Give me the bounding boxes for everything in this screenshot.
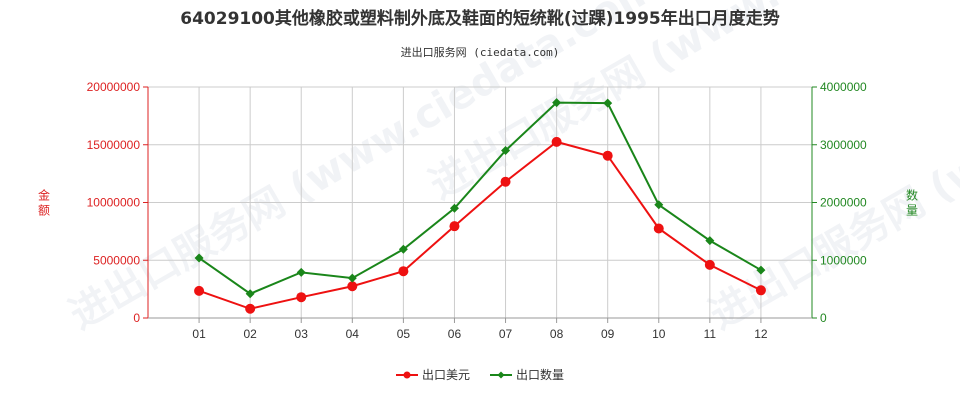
series-line (198, 140, 762, 310)
watermark-text: 进出口服务网 (www.ciedata.com) (702, 0, 960, 339)
left-tick-label: 15000000 (87, 138, 141, 152)
x-tick-label: 02 (243, 327, 257, 341)
data-point (398, 266, 409, 277)
data-point (755, 285, 766, 296)
left-axis-title: 金额 (38, 188, 50, 218)
x-tick-label: 04 (346, 327, 360, 341)
x-tick-label: 11 (704, 327, 717, 341)
series-export-quantity (194, 98, 766, 299)
right-tick-label: 4000000 (820, 80, 867, 94)
data-point (194, 285, 205, 296)
x-tick-label: 12 (754, 327, 768, 341)
data-point (347, 281, 358, 292)
data-point (245, 289, 255, 299)
right-tick-label: 3000000 (820, 138, 867, 152)
data-point (654, 200, 664, 210)
data-point (296, 292, 307, 303)
series-export-usd (194, 136, 766, 314)
left-tick-label: 5000000 (93, 253, 140, 267)
data-point (552, 98, 562, 108)
data-point (347, 273, 357, 283)
data-point (756, 265, 766, 275)
right-tick-label: 2000000 (820, 196, 867, 210)
x-tick-label: 05 (397, 327, 411, 341)
left-axis-ticks: 0 5000000 10000000 15000000 20000000 (87, 80, 148, 325)
chart-title: 64029100其他橡胶或塑料制外底及鞋面的短统靴(过踝)1995年出口月度走势 (180, 8, 779, 29)
grid (147, 86, 813, 319)
data-point (603, 98, 613, 108)
legend-label: 出口美元 (422, 368, 470, 382)
right-axis-title-char: 量 (906, 204, 918, 218)
watermark-text: 进出口服务网 (www.ciedata.com) (422, 0, 960, 209)
data-point (398, 244, 408, 254)
x-axis-ticks: 01 02 03 04 05 06 07 08 09 10 11 12 (192, 318, 768, 341)
right-axis-title-char: 数 (906, 188, 918, 203)
chart-subtitle: 进出口服务网 (ciedata.com) (401, 45, 560, 59)
legend-marker (497, 371, 505, 379)
x-tick-label: 09 (601, 327, 615, 341)
data-point (449, 221, 460, 232)
x-tick-label: 10 (652, 327, 666, 341)
data-point (501, 146, 511, 156)
legend-marker (403, 371, 411, 379)
data-point (245, 303, 256, 314)
left-tick-label: 10000000 (87, 196, 141, 210)
right-tick-label: 0 (820, 311, 827, 325)
data-point (602, 150, 613, 161)
left-axis-title-char: 金 (38, 188, 50, 203)
data-point (551, 136, 562, 147)
series-layer (194, 98, 766, 314)
left-tick-label: 20000000 (87, 80, 141, 94)
right-axis-ticks: 0 1000000 2000000 3000000 4000000 (812, 80, 867, 325)
right-tick-label: 1000000 (820, 253, 867, 267)
legend: 出口美元 出口数量 (396, 367, 564, 382)
data-point (449, 203, 459, 213)
x-tick-label: 01 (192, 327, 206, 341)
data-point (296, 267, 306, 277)
data-point (194, 253, 204, 263)
x-tick-label: 03 (295, 327, 309, 341)
left-tick-label: 0 (133, 311, 140, 325)
data-point (500, 176, 511, 187)
left-axis-title-char: 额 (38, 204, 50, 218)
series-line (198, 101, 762, 295)
data-point (705, 236, 715, 246)
legend-label: 出口数量 (516, 367, 564, 382)
right-axis-title: 数量 (906, 188, 918, 218)
x-tick-label: 07 (499, 327, 513, 341)
watermark-text: 进出口服务网 (www.ciedata.com) (62, 0, 681, 339)
data-point (704, 259, 715, 270)
data-point (653, 223, 664, 234)
x-tick-label: 06 (448, 327, 462, 341)
x-tick-label: 08 (550, 327, 564, 341)
